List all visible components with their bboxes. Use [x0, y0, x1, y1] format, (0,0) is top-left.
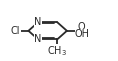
- Text: N: N: [34, 34, 42, 44]
- Text: OH: OH: [75, 29, 90, 39]
- Text: CH$_3$: CH$_3$: [47, 44, 67, 58]
- Text: N: N: [34, 17, 42, 27]
- Text: O: O: [78, 22, 85, 32]
- Text: Cl: Cl: [11, 26, 20, 36]
